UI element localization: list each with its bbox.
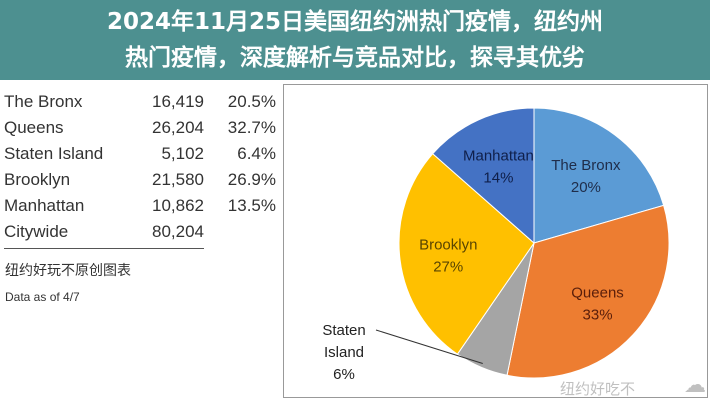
slice-label: The Bronx bbox=[551, 157, 621, 174]
cell-name: Staten Island bbox=[4, 144, 104, 163]
table-rule bbox=[4, 248, 204, 249]
source-note: 纽约好玩不原创图表 bbox=[5, 263, 131, 279]
date-note: Data as of 4/7 bbox=[5, 290, 80, 304]
pie-slice-manhattan bbox=[432, 107, 535, 245]
cell-pct: 20.5% bbox=[227, 92, 276, 111]
cell-name: Citywide bbox=[4, 222, 69, 241]
table-row: Staten Island 5,102 6.4% bbox=[4, 144, 280, 168]
cell-count: 16,419 bbox=[152, 92, 204, 111]
leader-line bbox=[375, 329, 483, 364]
cell-count: 80,204 bbox=[152, 222, 204, 241]
title-line-2: 热门疫情，深度解析与竞品对比，探寻其优劣 bbox=[125, 45, 585, 71]
title-overlay-band bbox=[0, 0, 710, 80]
data-label: 14% bbox=[483, 169, 513, 186]
data-table: The Bronx 16,419 20.5% Queens 26,204 32.7% Sta… bbox=[0, 84, 283, 400]
slice-label: Brooklyn bbox=[419, 237, 477, 254]
table-row: Brooklyn 21,580 26.9% bbox=[4, 170, 280, 194]
data-label: 33% bbox=[583, 307, 613, 324]
slice-label: Staten bbox=[322, 322, 365, 339]
table-row: Manhattan 10,862 13.5% bbox=[4, 196, 280, 220]
cell-name: The Bronx bbox=[4, 92, 83, 111]
data-label: 6% bbox=[333, 366, 355, 383]
pie-chart-panel: The Bronx 20% Queens 33% Staten Island 6% Brook… bbox=[283, 84, 708, 398]
slice-label: Queens bbox=[571, 285, 624, 302]
wechat-icon: ☁ bbox=[684, 372, 706, 397]
cell-pct: 6.4% bbox=[237, 144, 276, 163]
pie-slice-the-bronx bbox=[533, 107, 665, 244]
pie-chart: The Bronx 20% Queens 33% Staten Island 6% Brook… bbox=[322, 107, 670, 383]
watermark: 纽约好吃不 bbox=[560, 381, 636, 398]
cell-count: 26,204 bbox=[152, 118, 204, 137]
cell-count: 10,862 bbox=[152, 196, 204, 215]
cell-name: Brooklyn bbox=[4, 170, 71, 189]
table-row: The Bronx 16,419 20.5% bbox=[4, 92, 280, 116]
pie-slice-queens bbox=[506, 204, 670, 379]
cell-pct: 26.9% bbox=[227, 170, 276, 189]
cell-pct: 32.7% bbox=[227, 118, 276, 137]
pie-slice-brooklyn bbox=[398, 153, 535, 355]
data-label: 20% bbox=[571, 179, 601, 196]
article-title[interactable]: 2024年11月25日美国纽约洲热门疫情，纽约州 热门疫情，深度解析与竞品对比，… bbox=[0, 4, 710, 76]
slice-label: Island bbox=[324, 344, 364, 361]
cell-count: 5,102 bbox=[161, 144, 204, 163]
cell-name: Queens bbox=[4, 118, 64, 137]
cell-name: Manhattan bbox=[4, 196, 85, 215]
table-row: Citywide 80,204 bbox=[4, 222, 280, 246]
cell-count: 21,580 bbox=[152, 170, 204, 189]
title-line-1: 2024年11月25日美国纽约洲热门疫情，纽约州 bbox=[106, 9, 604, 35]
table-row: Queens 26,204 32.7% bbox=[4, 118, 280, 142]
cell-pct: 13.5% bbox=[227, 196, 276, 215]
slice-label: Manhattan bbox=[463, 147, 534, 164]
data-label: 27% bbox=[433, 259, 463, 276]
